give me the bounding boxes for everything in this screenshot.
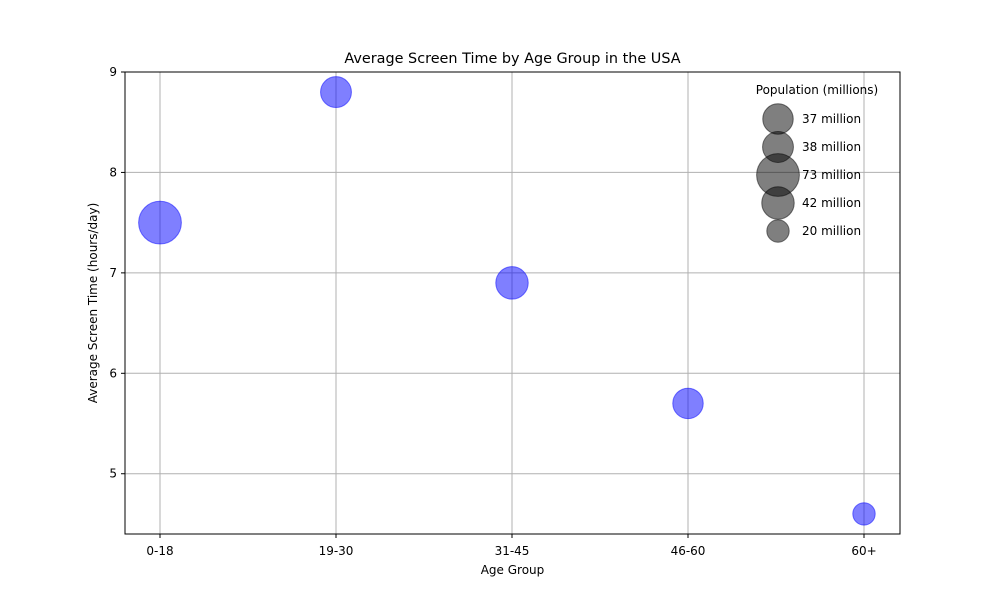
data-point-46-60 <box>672 387 704 420</box>
legend-label: 73 million <box>802 168 861 182</box>
legend-label: 42 million <box>802 196 861 210</box>
x-tick-label: 0-18 <box>146 544 173 558</box>
y-tick-label: 8 <box>109 165 117 179</box>
legend: Population (millions) 37 million 38 milli… <box>756 83 878 243</box>
x-tick-label: 60+ <box>851 544 876 558</box>
tick-layer: 0-18 19-30 31-45 46-60 60+ 5 6 7 8 9 <box>109 65 876 558</box>
legend-label: 37 million <box>802 112 861 126</box>
y-tick-label: 9 <box>109 65 117 79</box>
y-tick-label: 5 <box>109 467 117 481</box>
legend-marker <box>761 186 795 220</box>
x-tick-label: 19-30 <box>319 544 354 558</box>
x-tick-label: 31-45 <box>495 544 530 558</box>
y-tick-label: 7 <box>109 266 117 280</box>
legend-label: 38 million <box>802 140 861 154</box>
data-point-19-30 <box>320 76 352 109</box>
chart-title: Average Screen Time by Age Group in the … <box>344 51 680 67</box>
data-point-0-18 <box>138 200 182 245</box>
data-point-31-45 <box>495 266 529 300</box>
marker-layer <box>138 76 876 526</box>
legend-title: Population (millions) <box>756 83 878 97</box>
x-tick-label: 46-60 <box>671 544 706 558</box>
legend-marker <box>766 219 790 243</box>
legend-label: 20 million <box>802 224 861 238</box>
x-axis-label: Age Group <box>481 563 545 577</box>
y-tick-label: 6 <box>109 366 117 380</box>
legend-marker <box>762 103 794 135</box>
data-point-60+ <box>852 502 876 526</box>
y-axis-label: Average Screen Time (hours/day) <box>86 203 100 404</box>
